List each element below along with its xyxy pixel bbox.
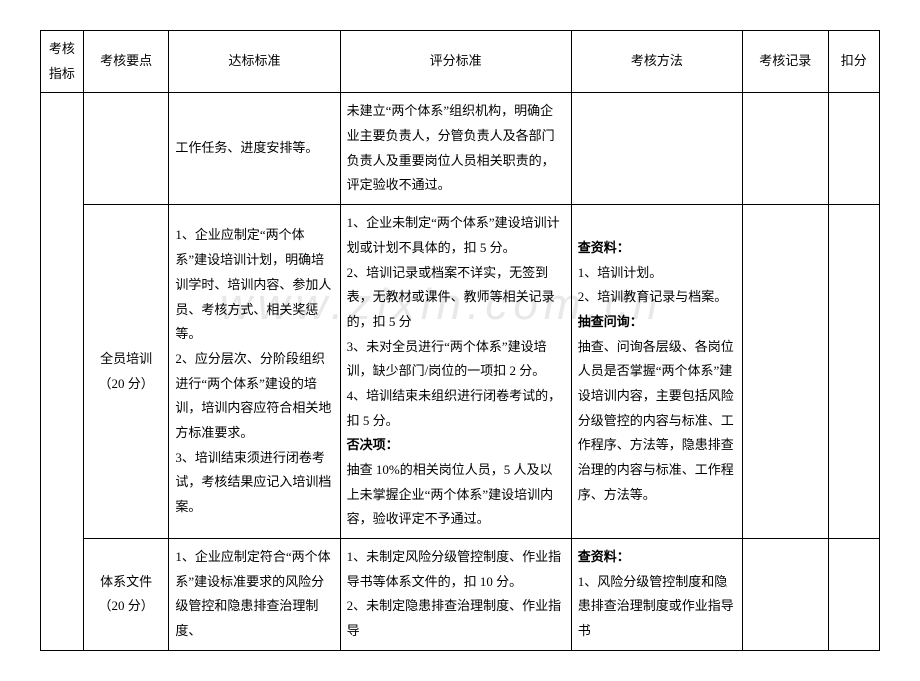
method-item: 2、培训教育记录与档案。 <box>578 289 728 304</box>
header-scoring: 评分标准 <box>340 31 571 93</box>
scoring-item: 1、企业未制定“两个体系”建设培训计划或计划不具体的，扣 5 分。 <box>347 215 560 255</box>
cell-scoring: 未建立“两个体系”组织机构，明确企业主要负责人，分管负责人及各部门负责人及重要岗… <box>340 93 571 205</box>
cell-deduction <box>828 93 879 205</box>
cell-scoring: 1、企业未制定“两个体系”建设培训计划或计划不具体的，扣 5 分。 2、培训记录… <box>340 205 571 539</box>
cell-record <box>743 205 829 539</box>
header-record: 考核记录 <box>743 31 829 93</box>
scoring-item: 1、未制定风险分级管控制度、作业指导书等体系文件的，扣 10 分。 <box>347 549 562 589</box>
header-method: 考核方法 <box>571 31 742 93</box>
method-heading: 查资料： <box>578 549 630 564</box>
cell-record <box>743 539 829 651</box>
table-row: 体系文件 （20 分） 1、企业应制定符合“两个体系”建设标准要求的风险分级管控… <box>41 539 880 651</box>
cell-record <box>743 93 829 205</box>
cell-standard: 1、企业应制定“两个体系”建设培训计划，明确培训学时、培训内容、参加人员、考核方… <box>169 205 340 539</box>
method-heading: 抽查问询： <box>578 314 643 329</box>
cell-indicator <box>41 93 84 650</box>
cell-method <box>571 93 742 205</box>
cell-standard: 1、企业应制定符合“两个体系”建设标准要求的风险分级管控和隐患排查治理制度、 <box>169 539 340 651</box>
cell-standard: 工作任务、进度安排等。 <box>169 93 340 205</box>
scoring-item: 3、未对全员进行“两个体系”建设培训，缺少部门/岗位的一项扣 2 分。 <box>347 339 547 379</box>
method-item: 抽查、问询各层级、各岗位人员是否掌握“两个体系”建设培训内容，主要包括风险分级管… <box>578 339 734 502</box>
cell-keypoint: 全员培训 （20 分） <box>83 205 169 539</box>
cell-scoring: 1、未制定风险分级管控制度、作业指导书等体系文件的，扣 10 分。 2、未制定隐… <box>340 539 571 651</box>
table-row: 工作任务、进度安排等。 未建立“两个体系”组织机构，明确企业主要负责人，分管负责… <box>41 93 880 205</box>
header-standard: 达标标准 <box>169 31 340 93</box>
cell-deduction <box>828 539 879 651</box>
header-keypoint: 考核要点 <box>83 31 169 93</box>
method-item: 1、培训计划。 <box>578 265 663 280</box>
scoring-item: 2、未制定隐患排查治理制度、作业指导 <box>347 598 562 638</box>
header-row: 考核 指标 考核要点 达标标准 评分标准 考核方法 考核记录 扣分 <box>41 31 880 93</box>
method-heading: 查资料： <box>578 240 630 255</box>
assessment-table: 考核 指标 考核要点 达标标准 评分标准 考核方法 考核记录 扣分 工作任务、进… <box>40 30 880 651</box>
table-row: 全员培训 （20 分） 1、企业应制定“两个体系”建设培训计划，明确培训学时、培… <box>41 205 880 539</box>
scoring-item: 4、培训结束未组织进行闭卷考试的，扣 5 分。 <box>347 388 562 428</box>
cell-deduction <box>828 205 879 539</box>
cell-method: 查资料： 1、培训计划。 2、培训教育记录与档案。 抽查问询： 抽查、问询各层级… <box>571 205 742 539</box>
veto-text: 抽查 10%的相关岗位人员，5 人及以上未掌握企业“两个体系”建设培训内容，验收… <box>347 462 554 526</box>
method-item: 1、风险分级管控制度和隐患排查治理制度或作业指导书 <box>578 574 734 638</box>
cell-method: 查资料： 1、风险分级管控制度和隐患排查治理制度或作业指导书 <box>571 539 742 651</box>
veto-label: 否决项： <box>347 437 399 452</box>
header-deduction: 扣分 <box>828 31 879 93</box>
cell-keypoint: 体系文件 （20 分） <box>83 539 169 651</box>
header-indicator: 考核 指标 <box>41 31 84 93</box>
scoring-item: 2、培训记录或档案不详实，无签到表，无教材或课件、教师等相关记录的，扣 5 分 <box>347 265 555 329</box>
cell-keypoint <box>83 93 169 205</box>
